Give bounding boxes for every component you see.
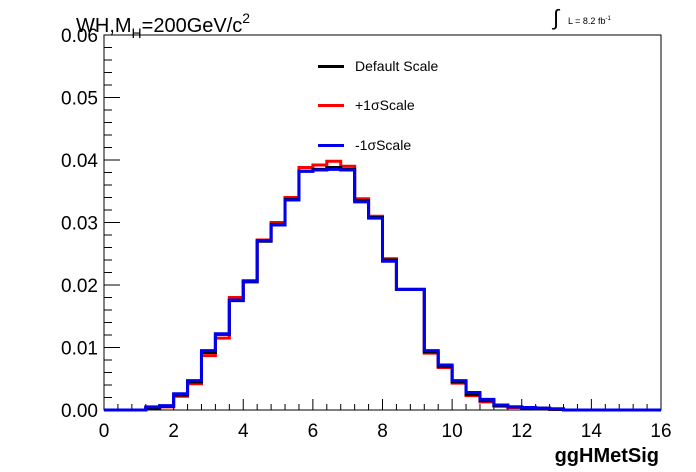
- series-group: [104, 159, 661, 412]
- legend-item-plus: +1σScale: [316, 95, 486, 115]
- x-tick-label: 12: [511, 421, 532, 442]
- title-main: WH,M: [76, 15, 132, 37]
- legend-swatch-default: [318, 65, 344, 68]
- legend-label-minus: -1σScale: [355, 137, 412, 153]
- x-tick-label: 4: [238, 421, 249, 442]
- series-default-scale: [104, 166, 661, 412]
- x-tick-label: 0: [99, 421, 110, 442]
- legend-label-plus: +1σScale: [355, 97, 415, 113]
- x-tick-label: 2: [168, 421, 179, 442]
- title-subscript: H: [131, 25, 142, 41]
- legend-swatch-minus: [318, 144, 344, 147]
- series-minus-1sigma-scale: [104, 167, 661, 412]
- axes: 0 2 4 6 8 10 12 14 16 0.00 0.01 0.02 0.03 0.04 0.05 0.0…: [61, 26, 672, 467]
- y-tick-label: 0.02: [61, 276, 98, 297]
- y-tick-label: 0.00: [61, 401, 98, 422]
- x-tick-label: 6: [308, 421, 319, 442]
- luminosity-text: L = 8.2 fb: [568, 16, 606, 26]
- y-tick-label: 0.06: [61, 26, 98, 47]
- title-rest: =200GeV/c: [141, 15, 243, 37]
- x-axis-label: ggHMetSig: [555, 445, 659, 467]
- series-plus-1sigma-scale: [104, 159, 661, 412]
- legend-swatch-plus: [318, 104, 344, 107]
- plot-title: WH,MH=200GeV/c2: [76, 10, 250, 41]
- x-tick-label: 14: [581, 421, 603, 442]
- legend-item-minus: -1σScale: [316, 135, 486, 155]
- y-tick-label: 0.01: [61, 339, 98, 360]
- luminosity-unit-exponent: -1: [605, 16, 611, 22]
- y-tick-label: 0.05: [61, 89, 98, 110]
- x-tick-label: 10: [442, 421, 463, 442]
- x-tick-label: 8: [377, 421, 388, 442]
- y-tick-label: 0.03: [61, 214, 98, 235]
- x-tick-label: 16: [650, 421, 671, 442]
- legend-item-default: Default Scale: [316, 56, 486, 76]
- y-tick-label: 0.04: [61, 151, 98, 172]
- integral-symbol: ∫: [553, 5, 560, 30]
- title-superscript: 2: [242, 10, 251, 26]
- legend-label-default: Default Scale: [355, 58, 439, 74]
